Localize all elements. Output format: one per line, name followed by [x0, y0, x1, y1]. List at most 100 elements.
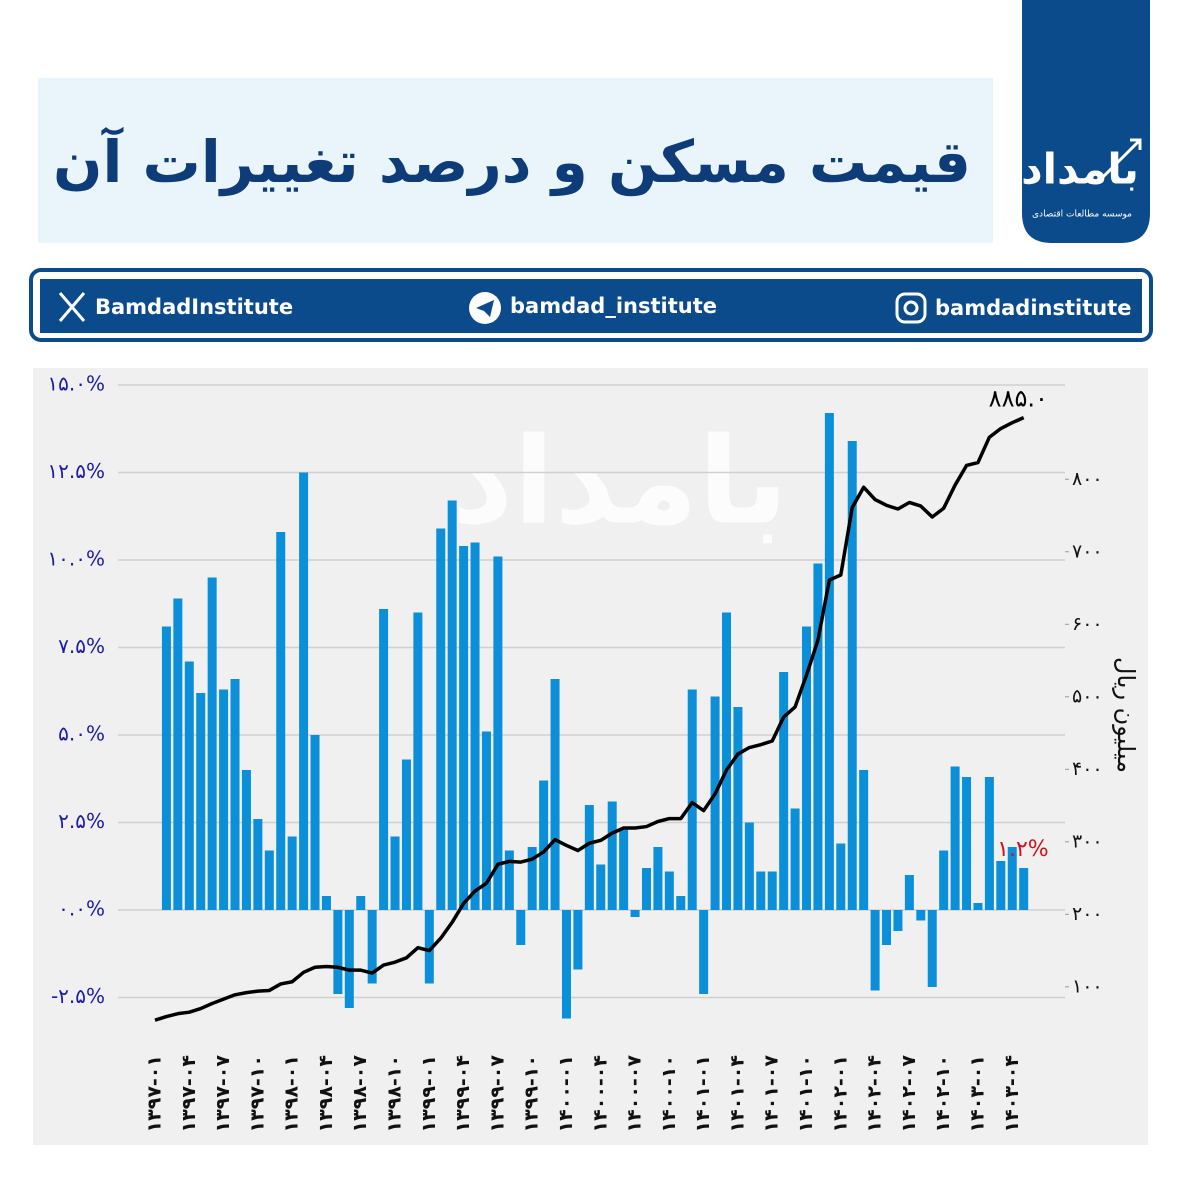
- x-tick-label: ۱۴۰۱-۰۱: [692, 1055, 714, 1132]
- bar: [779, 672, 789, 910]
- bar: [413, 612, 423, 910]
- x-tick-label: ۱۴۰۲-۰۱: [829, 1055, 851, 1132]
- instagram-handle[interactable]: bamdadinstitute: [935, 296, 1131, 320]
- bar: [173, 598, 183, 910]
- bar: [653, 847, 663, 910]
- x-tick-label: ۱۳۹۷-۰۱: [144, 1055, 166, 1132]
- y2-tick-label: ۱۰۰: [1072, 975, 1103, 997]
- bar: [481, 731, 491, 910]
- x-tick-label: ۱۴۰۲-۰۷: [898, 1055, 920, 1133]
- bar: [401, 759, 411, 910]
- bar: [321, 896, 331, 910]
- bar: [973, 903, 983, 910]
- x-tick-label: ۱۳۹۸-۰۴: [315, 1055, 337, 1132]
- bar: [893, 910, 903, 931]
- bar: [744, 822, 754, 910]
- bar: [790, 808, 800, 910]
- data-label: ۱.۲%: [997, 837, 1049, 862]
- bar: [607, 801, 617, 910]
- bar: [813, 563, 823, 910]
- bar: [927, 910, 937, 987]
- bar: [756, 871, 766, 910]
- bar: [230, 679, 240, 910]
- x-tick-label: ۱۴۰۰-۰۴: [589, 1055, 611, 1132]
- y2-tick-label: ۸۰۰: [1072, 468, 1103, 490]
- x-tick-label: ۱۴۰۲-۱۰: [932, 1055, 954, 1132]
- bar: [802, 626, 812, 910]
- bar: [984, 777, 994, 910]
- bar: [207, 577, 217, 910]
- bar: [333, 910, 343, 994]
- title: قیمت مسکن و درصد تغییرات آن: [53, 126, 971, 197]
- bar: [161, 626, 171, 910]
- bar: [859, 770, 869, 910]
- y2-tick-label: ۶۰۰: [1072, 613, 1103, 635]
- bar: [470, 542, 480, 910]
- bar: [870, 910, 880, 991]
- bar: [733, 707, 743, 910]
- bar: [996, 861, 1006, 910]
- x-tick-label: ۱۴۰۰-۱۰: [658, 1055, 680, 1132]
- x-icon: [58, 292, 86, 322]
- x-tick-label: ۱۳۹۹-۰۷: [486, 1055, 508, 1133]
- bar: [310, 735, 320, 910]
- social-bar: [40, 279, 1142, 333]
- bar: [184, 661, 194, 910]
- bar: [584, 805, 594, 910]
- bar: [424, 910, 434, 984]
- title-box: [38, 78, 993, 243]
- x-tick-label: ۱۴۰۱-۱۰: [795, 1055, 817, 1132]
- x-tick-label: ۱۴۰۳-۰۱: [966, 1055, 988, 1132]
- x-tick-label: ۱۳۹۸-۰۷: [349, 1055, 371, 1133]
- x-tick-label: ۱۴۰۲-۰۴: [864, 1055, 886, 1132]
- bar: [459, 546, 469, 910]
- bar: [219, 689, 229, 910]
- bar: [962, 777, 972, 910]
- y-tick-label: ۲.۵%: [58, 809, 105, 833]
- bar: [493, 556, 503, 910]
- bar: [287, 836, 297, 910]
- bar: [379, 609, 389, 910]
- bar: [676, 896, 686, 910]
- bar: [561, 910, 571, 1019]
- telegram-handle[interactable]: bamdad_institute: [510, 294, 717, 318]
- bar: [504, 850, 514, 910]
- bar: [939, 850, 949, 910]
- bar: [264, 850, 274, 910]
- bar: [241, 770, 251, 910]
- telegram-plane: [476, 300, 494, 317]
- x-tick-label: ۱۳۹۸-۱۰: [384, 1055, 406, 1132]
- y2-tick-label: ۴۰۰: [1072, 758, 1103, 780]
- bar: [196, 693, 206, 910]
- y-tick-label: ۱۵.۰%: [47, 372, 105, 396]
- bar: [390, 836, 400, 910]
- x-tick-label: ۱۳۹۷-۰۴: [178, 1055, 200, 1132]
- bar: [664, 871, 674, 910]
- y-tick-label: ۷.۵%: [58, 634, 105, 658]
- x-tick-label: ۱۳۹۸-۰۱: [281, 1055, 303, 1132]
- bar: [836, 843, 846, 910]
- bar: [436, 528, 446, 910]
- bar: [550, 679, 560, 910]
- bar: [527, 847, 537, 910]
- logo-box: [1022, 0, 1150, 243]
- bar: [596, 864, 606, 910]
- bar: [824, 413, 834, 910]
- bar: [847, 441, 857, 910]
- y2-tick-label: ۷۰۰: [1072, 540, 1103, 562]
- bar: [767, 871, 777, 910]
- x-tick-label: ۱۴۰۱-۰۴: [726, 1055, 748, 1132]
- x-handle[interactable]: BamdadInstitute: [95, 295, 293, 319]
- y-tick-label: -۲.۵%: [51, 984, 105, 1008]
- bar: [516, 910, 526, 945]
- logo-subtitle: موسسه مطالعات اقتصادی: [1032, 210, 1132, 220]
- bar: [356, 896, 366, 910]
- bar: [539, 780, 549, 910]
- x-tick-label: ۱۴۰۳-۰۴: [1001, 1055, 1023, 1132]
- logo: بامداد: [1021, 145, 1139, 194]
- x-tick-label: ۱۳۹۹-۱۰: [521, 1055, 543, 1132]
- y2-tick-label: ۵۰۰: [1072, 685, 1103, 707]
- bar: [253, 819, 263, 910]
- bar: [904, 875, 914, 910]
